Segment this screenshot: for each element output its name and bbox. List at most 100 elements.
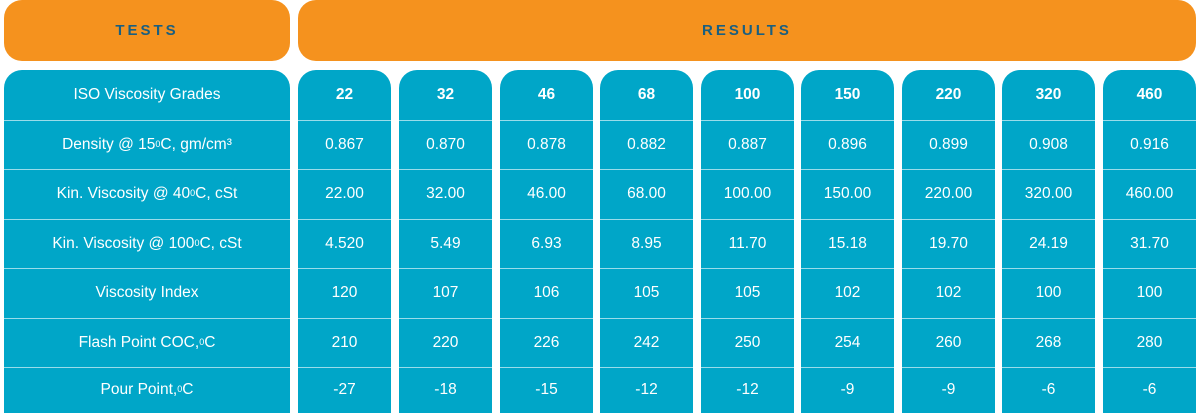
table-cell: 15.18 <box>828 234 867 252</box>
row-divider <box>1103 268 1196 269</box>
row-divider <box>1002 367 1095 368</box>
tests-header-label: TESTS <box>115 22 179 39</box>
row-label: Kin. Viscosity @ 100 0 C, cSt <box>52 234 242 252</box>
row-divider <box>701 169 794 170</box>
table-cell: 0.882 <box>627 135 666 153</box>
row-label: Kin. Viscosity @ 40 0 C, cSt <box>56 185 238 202</box>
row-label: Density @ 15 0 C, gm/cm³ <box>62 135 232 153</box>
grade-value: 320 <box>1035 86 1062 103</box>
table-cell: 32.00 <box>426 185 465 202</box>
table-cell: -27 <box>333 381 356 398</box>
row-divider <box>298 367 391 368</box>
results-column: 46 0.878 46.00 6.93 106 226 -15 <box>500 70 593 413</box>
row-divider <box>4 120 290 121</box>
row-divider <box>500 219 593 220</box>
label-text: Pour Point, <box>100 381 178 398</box>
table-cell: 460.00 <box>1125 185 1174 202</box>
table-cell: 105 <box>734 284 761 301</box>
row-divider <box>600 169 693 170</box>
table-cell: 0.887 <box>728 135 767 153</box>
row-divider <box>701 268 794 269</box>
table-cell: 268 <box>1035 333 1062 351</box>
row-divider <box>4 318 290 319</box>
grade-value: 68 <box>637 86 656 103</box>
row-divider <box>801 169 894 170</box>
grade-value: 22 <box>335 86 354 103</box>
table-cell: 320.00 <box>1024 185 1073 202</box>
table-cell: 68.00 <box>627 185 666 202</box>
row-divider <box>1103 120 1196 121</box>
table-cell: 210 <box>331 333 358 351</box>
row-divider <box>1002 219 1095 220</box>
table-cell: -12 <box>635 381 658 398</box>
label-unit: C <box>182 381 194 398</box>
table-cell: 120 <box>331 284 358 301</box>
row-divider <box>902 367 995 368</box>
row-divider <box>600 318 693 319</box>
row-divider <box>1002 268 1095 269</box>
grade-value: 46 <box>537 86 556 103</box>
row-label: ISO Viscosity Grades <box>4 70 290 120</box>
results-column: 220 0.899 220.00 19.70 102 260 -9 <box>902 70 995 413</box>
table-cell: 226 <box>533 333 560 351</box>
table-cell: -6 <box>1041 381 1056 398</box>
label-unit: C, cSt <box>195 185 238 202</box>
row-divider <box>801 268 894 269</box>
row-divider <box>399 268 492 269</box>
row-divider <box>399 367 492 368</box>
table-cell: 220 <box>432 333 459 351</box>
row-divider <box>902 268 995 269</box>
table-cell: 220.00 <box>924 185 973 202</box>
table-cell: 254 <box>834 333 861 351</box>
table-cell: -9 <box>840 381 855 398</box>
row-divider <box>500 367 593 368</box>
row-divider <box>4 367 290 368</box>
row-divider <box>701 120 794 121</box>
row-divider <box>298 169 391 170</box>
row-divider <box>701 318 794 319</box>
tests-column: ISO Viscosity Grades Density @ 15 0 C, gm/… <box>4 70 290 413</box>
table-cell: 242 <box>633 333 660 351</box>
table-cell: 24.19 <box>1029 234 1068 252</box>
row-divider <box>298 268 391 269</box>
row-divider <box>801 318 894 319</box>
row-divider <box>1103 367 1196 368</box>
row-divider <box>298 120 391 121</box>
row-divider <box>4 268 290 269</box>
table-cell: 8.95 <box>631 234 662 252</box>
row-divider <box>1103 219 1196 220</box>
grade-value: 100 <box>734 86 761 103</box>
table-cell: 46.00 <box>527 185 566 202</box>
row-divider <box>801 219 894 220</box>
table-cell: 6.93 <box>531 234 562 252</box>
table-cell: 280 <box>1136 333 1163 351</box>
table-cell: 0.908 <box>1029 135 1068 153</box>
table-cell: 0.899 <box>929 135 968 153</box>
results-column: 100 0.887 100.00 11.70 105 250 -12 <box>701 70 794 413</box>
label-text: ISO Viscosity Grades <box>73 86 221 103</box>
table-cell: -18 <box>434 381 457 398</box>
row-divider <box>701 367 794 368</box>
table-cell: 100 <box>1035 284 1062 301</box>
table-cell: 0.867 <box>325 135 364 153</box>
table-cell: 19.70 <box>929 234 968 252</box>
row-divider <box>600 120 693 121</box>
row-divider <box>1002 120 1095 121</box>
row-divider <box>600 268 693 269</box>
label-text: Kin. Viscosity @ 100 <box>52 234 195 252</box>
table-cell: 0.878 <box>527 135 566 153</box>
table-cell: 11.70 <box>728 234 767 252</box>
results-column: 68 0.882 68.00 8.95 105 242 -12 <box>600 70 693 413</box>
row-divider <box>500 169 593 170</box>
label-unit: C <box>204 333 216 351</box>
row-divider <box>500 318 593 319</box>
row-divider <box>600 367 693 368</box>
row-divider <box>500 120 593 121</box>
row-divider <box>4 169 290 170</box>
row-divider <box>399 219 492 220</box>
row-divider <box>801 120 894 121</box>
table-cell: 31.70 <box>1130 234 1169 252</box>
table-cell: -6 <box>1142 381 1157 398</box>
